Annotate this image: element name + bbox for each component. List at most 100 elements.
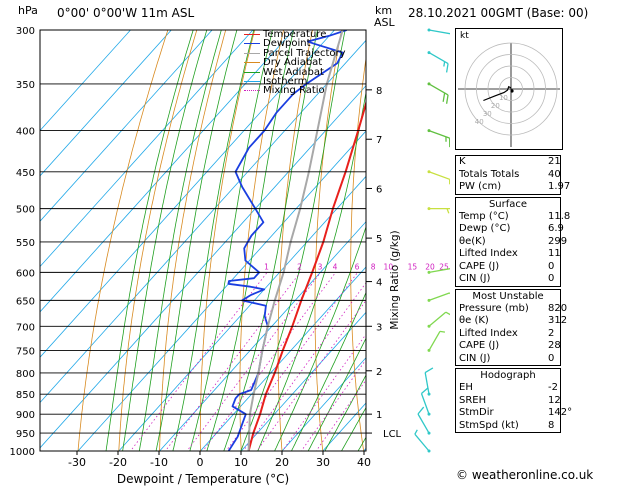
legend-swatch — [244, 62, 260, 64]
mixing-ratio-label: 1 — [264, 262, 269, 271]
wind-barb-base — [427, 51, 431, 55]
pressure-tick-label: 550 — [16, 238, 35, 249]
wind-barb — [427, 268, 450, 274]
row-label: StmSpd (kt) — [459, 419, 519, 431]
legend-swatch — [244, 43, 260, 45]
legend-swatch — [244, 52, 260, 54]
isotherm-line — [281, 357, 366, 451]
wind-barb-shaft — [428, 292, 450, 301]
legend-item: Temperature — [241, 30, 346, 40]
wind-barb-flag — [424, 367, 434, 374]
table-row: Totals Totals 40 — [456, 168, 561, 182]
temp-tick-label: -10 — [150, 456, 168, 469]
wind-barb-base — [427, 170, 431, 174]
indices-table: K 21 Totals Totals 40 PW (cm) 1.97 — [455, 155, 570, 195]
legend-swatch — [244, 34, 260, 35]
row-label: Totals Totals — [459, 168, 520, 180]
wind-barb-flag — [445, 94, 449, 104]
isotherm-line — [40, 30, 295, 313]
isotherm-line — [40, 85, 366, 449]
mixing-ratio-label: 3 — [318, 262, 323, 271]
wind-barb — [427, 129, 450, 148]
isotherm-line — [40, 30, 132, 132]
wet-adiabat-line — [172, 30, 255, 451]
pressure-tick-label: 300 — [16, 26, 35, 37]
hodograph-unit: kt — [460, 31, 469, 41]
wet-adiabat-line — [105, 30, 194, 451]
wet-adiabat-line — [324, 374, 366, 451]
mixing-ratio-label: 10 — [384, 262, 394, 271]
wind-barb-base — [427, 82, 431, 86]
most-unstable-table: Most Unstable Pressure (mb) 820 θe (K) 312 L… — [455, 288, 567, 366]
wind-barb-shaft — [417, 413, 430, 434]
row-value: 1.97 — [548, 181, 571, 192]
surface-title: Surface — [488, 198, 528, 210]
row-label: Lifted Index — [459, 327, 518, 339]
wet-adiabat-line — [307, 337, 366, 451]
wind-barb-shaft — [428, 331, 441, 351]
row-label: CAPE (J) — [459, 260, 500, 272]
dry-adiabat-line — [573, 6, 629, 468]
temp-tick-label: -20 — [109, 456, 127, 469]
dry-adiabat-line — [199, 30, 256, 451]
km-tick-label: 2 — [376, 367, 382, 378]
table-row: CAPE (J) 0 — [456, 261, 560, 274]
location-title: 0°00' 0°00'W 11m ASL — [57, 6, 195, 20]
wind-barb — [427, 311, 450, 328]
legend-item: Mixing Ratio — [241, 85, 346, 97]
datetime-title: 28.10.2021 00GMT (Base: 00) — [408, 6, 589, 20]
dry-adiabat-line — [277, 30, 313, 451]
row-value: 0 — [548, 352, 555, 364]
temp-tick-label: 40 — [357, 456, 371, 469]
wind-barb-base — [427, 449, 431, 453]
dry-adiabat-line — [314, 30, 342, 451]
legend-label: Mixing Ratio — [263, 85, 325, 97]
legend-label: Wet Adiabat — [263, 66, 324, 78]
wind-barb-flag — [442, 92, 446, 102]
row-value: 11 — [548, 248, 561, 259]
legend-label: Isotherm — [263, 76, 308, 88]
mixing-ratio-axis-label: Mixing Ratio (g/kg) — [389, 230, 401, 329]
row-value: 820 — [548, 302, 568, 314]
dry-adiabat-line — [159, 30, 227, 451]
mixing-ratio-line — [130, 272, 268, 451]
wet-adiabat-line — [291, 291, 366, 451]
wind-barb-base — [427, 298, 431, 302]
wet-adiabat-line — [240, 30, 346, 451]
temp-tick-label: 20 — [275, 456, 289, 469]
row-label: θe(K) — [459, 235, 486, 247]
hodograph-table: Hodograph EH -2 SREH 12 StmDir 142° StmSpd (kt… — [455, 368, 572, 433]
wind-barb-shaft — [424, 372, 430, 395]
legend-swatch — [244, 81, 260, 83]
plot-area — [40, 6, 629, 468]
table-row: CIN (J) 0 — [456, 273, 560, 286]
wind-barb-flag — [439, 330, 446, 333]
legend-label: Parcel Trajectory — [263, 47, 346, 59]
pressure-tick-label: 350 — [16, 80, 35, 91]
table-row: CAPE (J) 28 — [456, 340, 561, 353]
hodograph-ring-label: 30 — [483, 110, 492, 118]
row-label: StmDir — [459, 407, 494, 418]
row-label: Dewp (°C) — [459, 223, 511, 234]
legend-label: Dewpoint — [263, 38, 311, 50]
row-label: EH — [459, 382, 473, 393]
km-tick-label: LCL — [383, 429, 402, 440]
row-label: Temp (°C) — [459, 210, 509, 222]
wet-adiabat-line — [189, 30, 273, 451]
hodograph-ring — [464, 42, 558, 136]
hodograph-ring — [499, 77, 523, 101]
hodograph-table-title: Hodograph — [480, 370, 536, 381]
wind-barb — [427, 170, 450, 185]
row-value: 142° — [548, 407, 573, 418]
pressure-tick-label: 750 — [16, 346, 35, 357]
wind-barb — [414, 429, 431, 453]
km-axis-unit: km — [375, 4, 393, 17]
row-value: 2 — [548, 327, 555, 339]
row-value: 40 — [548, 168, 561, 180]
row-label: CIN (J) — [459, 352, 491, 364]
isotherm-line — [240, 311, 366, 451]
wind-barb — [427, 82, 449, 104]
row-value: 0 — [548, 260, 555, 272]
wind-barb-shaft — [428, 311, 447, 327]
